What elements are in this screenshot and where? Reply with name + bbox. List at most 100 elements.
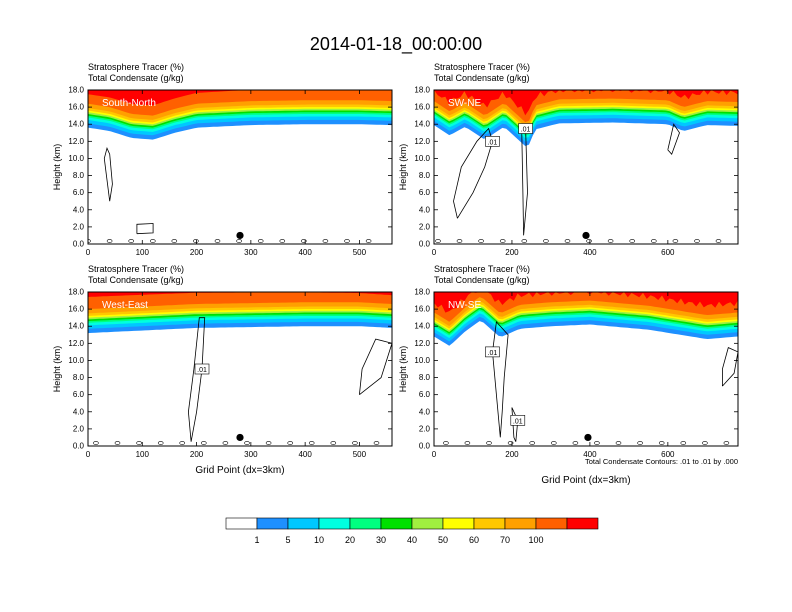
surface-contour xyxy=(201,441,207,445)
contour-label: .01 xyxy=(197,367,207,374)
y-tick-label: 2.0 xyxy=(419,424,431,433)
surface-contour xyxy=(499,239,506,243)
surface-contour xyxy=(373,441,380,445)
surface-contour xyxy=(214,239,221,243)
y-tick-label: 8.0 xyxy=(73,171,85,180)
surface-contour xyxy=(114,441,121,445)
x-tick-label: 600 xyxy=(661,450,675,459)
condensate-contour xyxy=(136,223,154,235)
y-axis-label: Height (km) xyxy=(52,346,62,393)
x-tick-label: 0 xyxy=(86,248,91,257)
colorbar-label: 10 xyxy=(314,535,324,545)
x-tick-label: 500 xyxy=(353,450,367,459)
y-tick-label: 14.0 xyxy=(414,120,430,129)
x-tick-label: 200 xyxy=(190,248,204,257)
y-tick-label: 6.0 xyxy=(73,390,85,399)
contour-label-box xyxy=(518,123,533,134)
surface-contour xyxy=(694,239,700,243)
surface-contour xyxy=(521,239,528,243)
y-tick-label: 18.0 xyxy=(68,86,84,95)
contour-label-box xyxy=(510,415,526,426)
x-tick-label: 0 xyxy=(86,450,91,459)
contour-label-box xyxy=(194,363,210,375)
y-axis-label: Height (km) xyxy=(398,144,408,191)
surface-contour xyxy=(658,441,665,445)
figure-title: 2014-01-18_00:00:00 xyxy=(310,34,482,55)
band-100 xyxy=(88,292,392,297)
contour-label: .01 xyxy=(488,139,498,146)
y-tick-label: 6.0 xyxy=(419,188,431,197)
surface-contour xyxy=(222,441,229,445)
surface-contour xyxy=(330,441,337,445)
panel-header-tracer: Stratosphere Tracer (%) xyxy=(434,62,530,72)
condensate-contour xyxy=(359,338,392,396)
band-100 xyxy=(88,90,392,106)
condensate-contour xyxy=(667,123,680,155)
y-tick-label: 4.0 xyxy=(419,407,431,416)
surface-contour xyxy=(257,239,264,243)
surface-contour xyxy=(715,239,722,243)
colorbar-box xyxy=(566,517,599,530)
x-tick-label: 200 xyxy=(505,450,519,459)
colorbar-box xyxy=(535,517,568,530)
colorbar: 1 5 10 20 30 40 50 60 70 100 xyxy=(225,517,599,545)
y-tick-label: 18.0 xyxy=(68,288,84,297)
colorbar-box xyxy=(380,517,413,530)
y-tick-label: 0.0 xyxy=(419,240,431,249)
x-tick-label: 400 xyxy=(298,450,312,459)
plot-area xyxy=(88,90,392,243)
surface-contour xyxy=(93,441,99,445)
surface-contour xyxy=(629,239,636,243)
panel-header-tracer: Stratosphere Tracer (%) xyxy=(88,62,184,72)
x-tick-label: 400 xyxy=(583,248,597,257)
panel-nw-se: .01 .01 0.0 2.0 4.0 6.0 8.0 10.0 12.0 14.0 16.0 18.… xyxy=(398,264,739,486)
plot-frame xyxy=(433,291,739,447)
surface-contour xyxy=(265,441,272,445)
surface-contour xyxy=(300,239,307,243)
x-tick-label: 500 xyxy=(353,248,367,257)
panel-orientation-label: SW-NE xyxy=(448,98,481,109)
y-tick-label: 12.0 xyxy=(68,339,84,348)
y-tick-label: 0.0 xyxy=(73,240,85,249)
condensate-contour xyxy=(187,317,206,442)
y-tick-label: 4.0 xyxy=(73,205,85,214)
surface-contour xyxy=(529,441,536,445)
band-100 xyxy=(434,90,738,116)
surface-contour xyxy=(128,239,134,243)
panel-header-condensate: Total Condensate (g/kg) xyxy=(434,73,530,83)
contour-label-box xyxy=(485,136,500,147)
surface-contour xyxy=(287,441,294,445)
surface-contour xyxy=(594,441,600,445)
y-tick-label: 4.0 xyxy=(419,205,431,214)
surface-contour xyxy=(507,441,514,445)
colorbar-box xyxy=(473,517,506,530)
x-tick-label: 100 xyxy=(136,450,150,459)
y-tick-label: 14.0 xyxy=(414,322,430,331)
y-tick-label: 8.0 xyxy=(73,373,85,382)
surface-contour xyxy=(564,239,571,243)
surface-contour xyxy=(478,239,484,243)
y-tick-label: 12.0 xyxy=(68,137,84,146)
y-tick-label: 14.0 xyxy=(68,322,84,331)
y-tick-label: 8.0 xyxy=(419,373,431,382)
surface-contour xyxy=(344,239,350,243)
location-marker xyxy=(236,231,244,240)
y-tick-label: 2.0 xyxy=(73,222,85,231)
surface-contour xyxy=(435,239,441,243)
colorbar-box xyxy=(256,517,289,530)
panel-sw-ne: .01 .01 0.0 2.0 4.0 6.0 8.0 10.0 12.0 14.0 16.0 18.… xyxy=(398,62,739,257)
colorbar-box xyxy=(349,517,382,530)
location-marker xyxy=(584,433,592,442)
surface-contour xyxy=(322,239,329,243)
panel-orientation-label: West-East xyxy=(102,300,148,311)
surface-contour xyxy=(279,239,286,243)
plot-area: .01 xyxy=(88,292,392,445)
colorbar-label: 30 xyxy=(376,535,386,545)
colorbar-box xyxy=(411,517,444,530)
surface-contour xyxy=(702,441,708,445)
condensate-contour xyxy=(492,320,509,438)
x-tick-label: 200 xyxy=(505,248,519,257)
surface-contour xyxy=(637,441,643,445)
panel-header-condensate: Total Condensate (g/kg) xyxy=(434,275,530,285)
surface-contour xyxy=(456,239,463,243)
